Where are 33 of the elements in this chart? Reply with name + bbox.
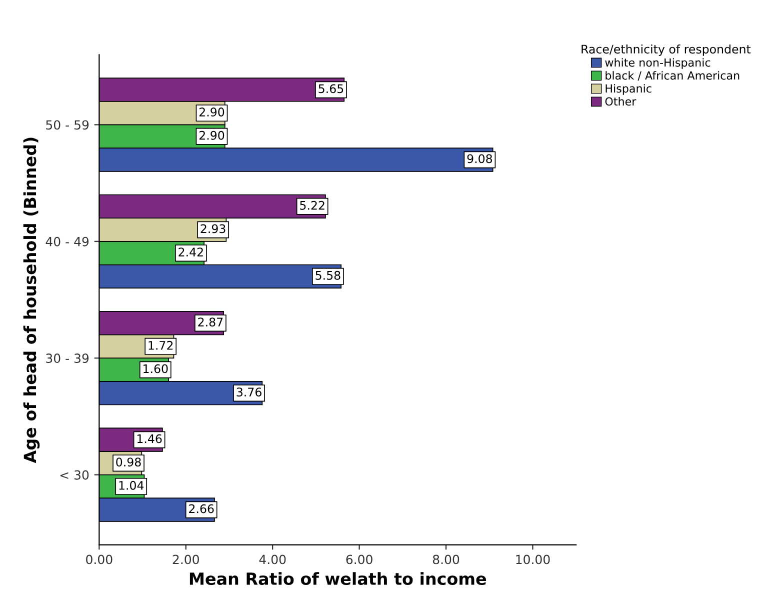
y-axis-title: Age of head of household (Binned) (23, 138, 40, 464)
legend-title: Race/ethnicity of respondent (582, 44, 751, 56)
x-tick-label: 10.00 (516, 554, 550, 564)
x-tick-label: 0.00 (86, 554, 112, 564)
x-tick-label: 8.00 (432, 554, 460, 564)
data-label: 1.04 (119, 480, 144, 490)
legend-label: Other (605, 97, 636, 106)
data-label: 1.72 (148, 340, 173, 350)
x-tick-label: 4.00 (259, 554, 286, 564)
legend-label: white non-Hispanic (605, 58, 710, 69)
data-label: 3.76 (236, 388, 262, 397)
data-label: 2.42 (178, 248, 203, 256)
data-label: 2.93 (200, 224, 226, 234)
data-label: 0.98 (116, 458, 141, 467)
x-tick-label: 6.00 (346, 554, 372, 564)
data-label: 9.08 (467, 154, 492, 164)
x-axis-title: Mean Ratio of welath to income (190, 572, 486, 586)
y-tick-label: 50 - 59 (46, 120, 89, 130)
data-label: 5.58 (316, 270, 340, 280)
legend-label: Hispanic (606, 84, 652, 95)
y-tick-label: 40 - 49 (46, 236, 89, 246)
data-label: 2.90 (199, 130, 224, 140)
y-tick-label: 30 - 39 (46, 354, 89, 364)
data-label: 5.22 (300, 200, 324, 210)
data-label: 1.46 (137, 434, 162, 444)
data-label: 1.60 (144, 364, 168, 374)
data-label: 5.65 (318, 84, 344, 94)
data-label: 2.66 (189, 504, 214, 514)
data-label: 2.90 (199, 108, 224, 116)
y-tick-label: < 30 (60, 470, 89, 480)
legend-label: black / African American (606, 71, 740, 81)
x-tick-label: 2.00 (172, 554, 199, 564)
data-label: 2.87 (198, 318, 223, 327)
